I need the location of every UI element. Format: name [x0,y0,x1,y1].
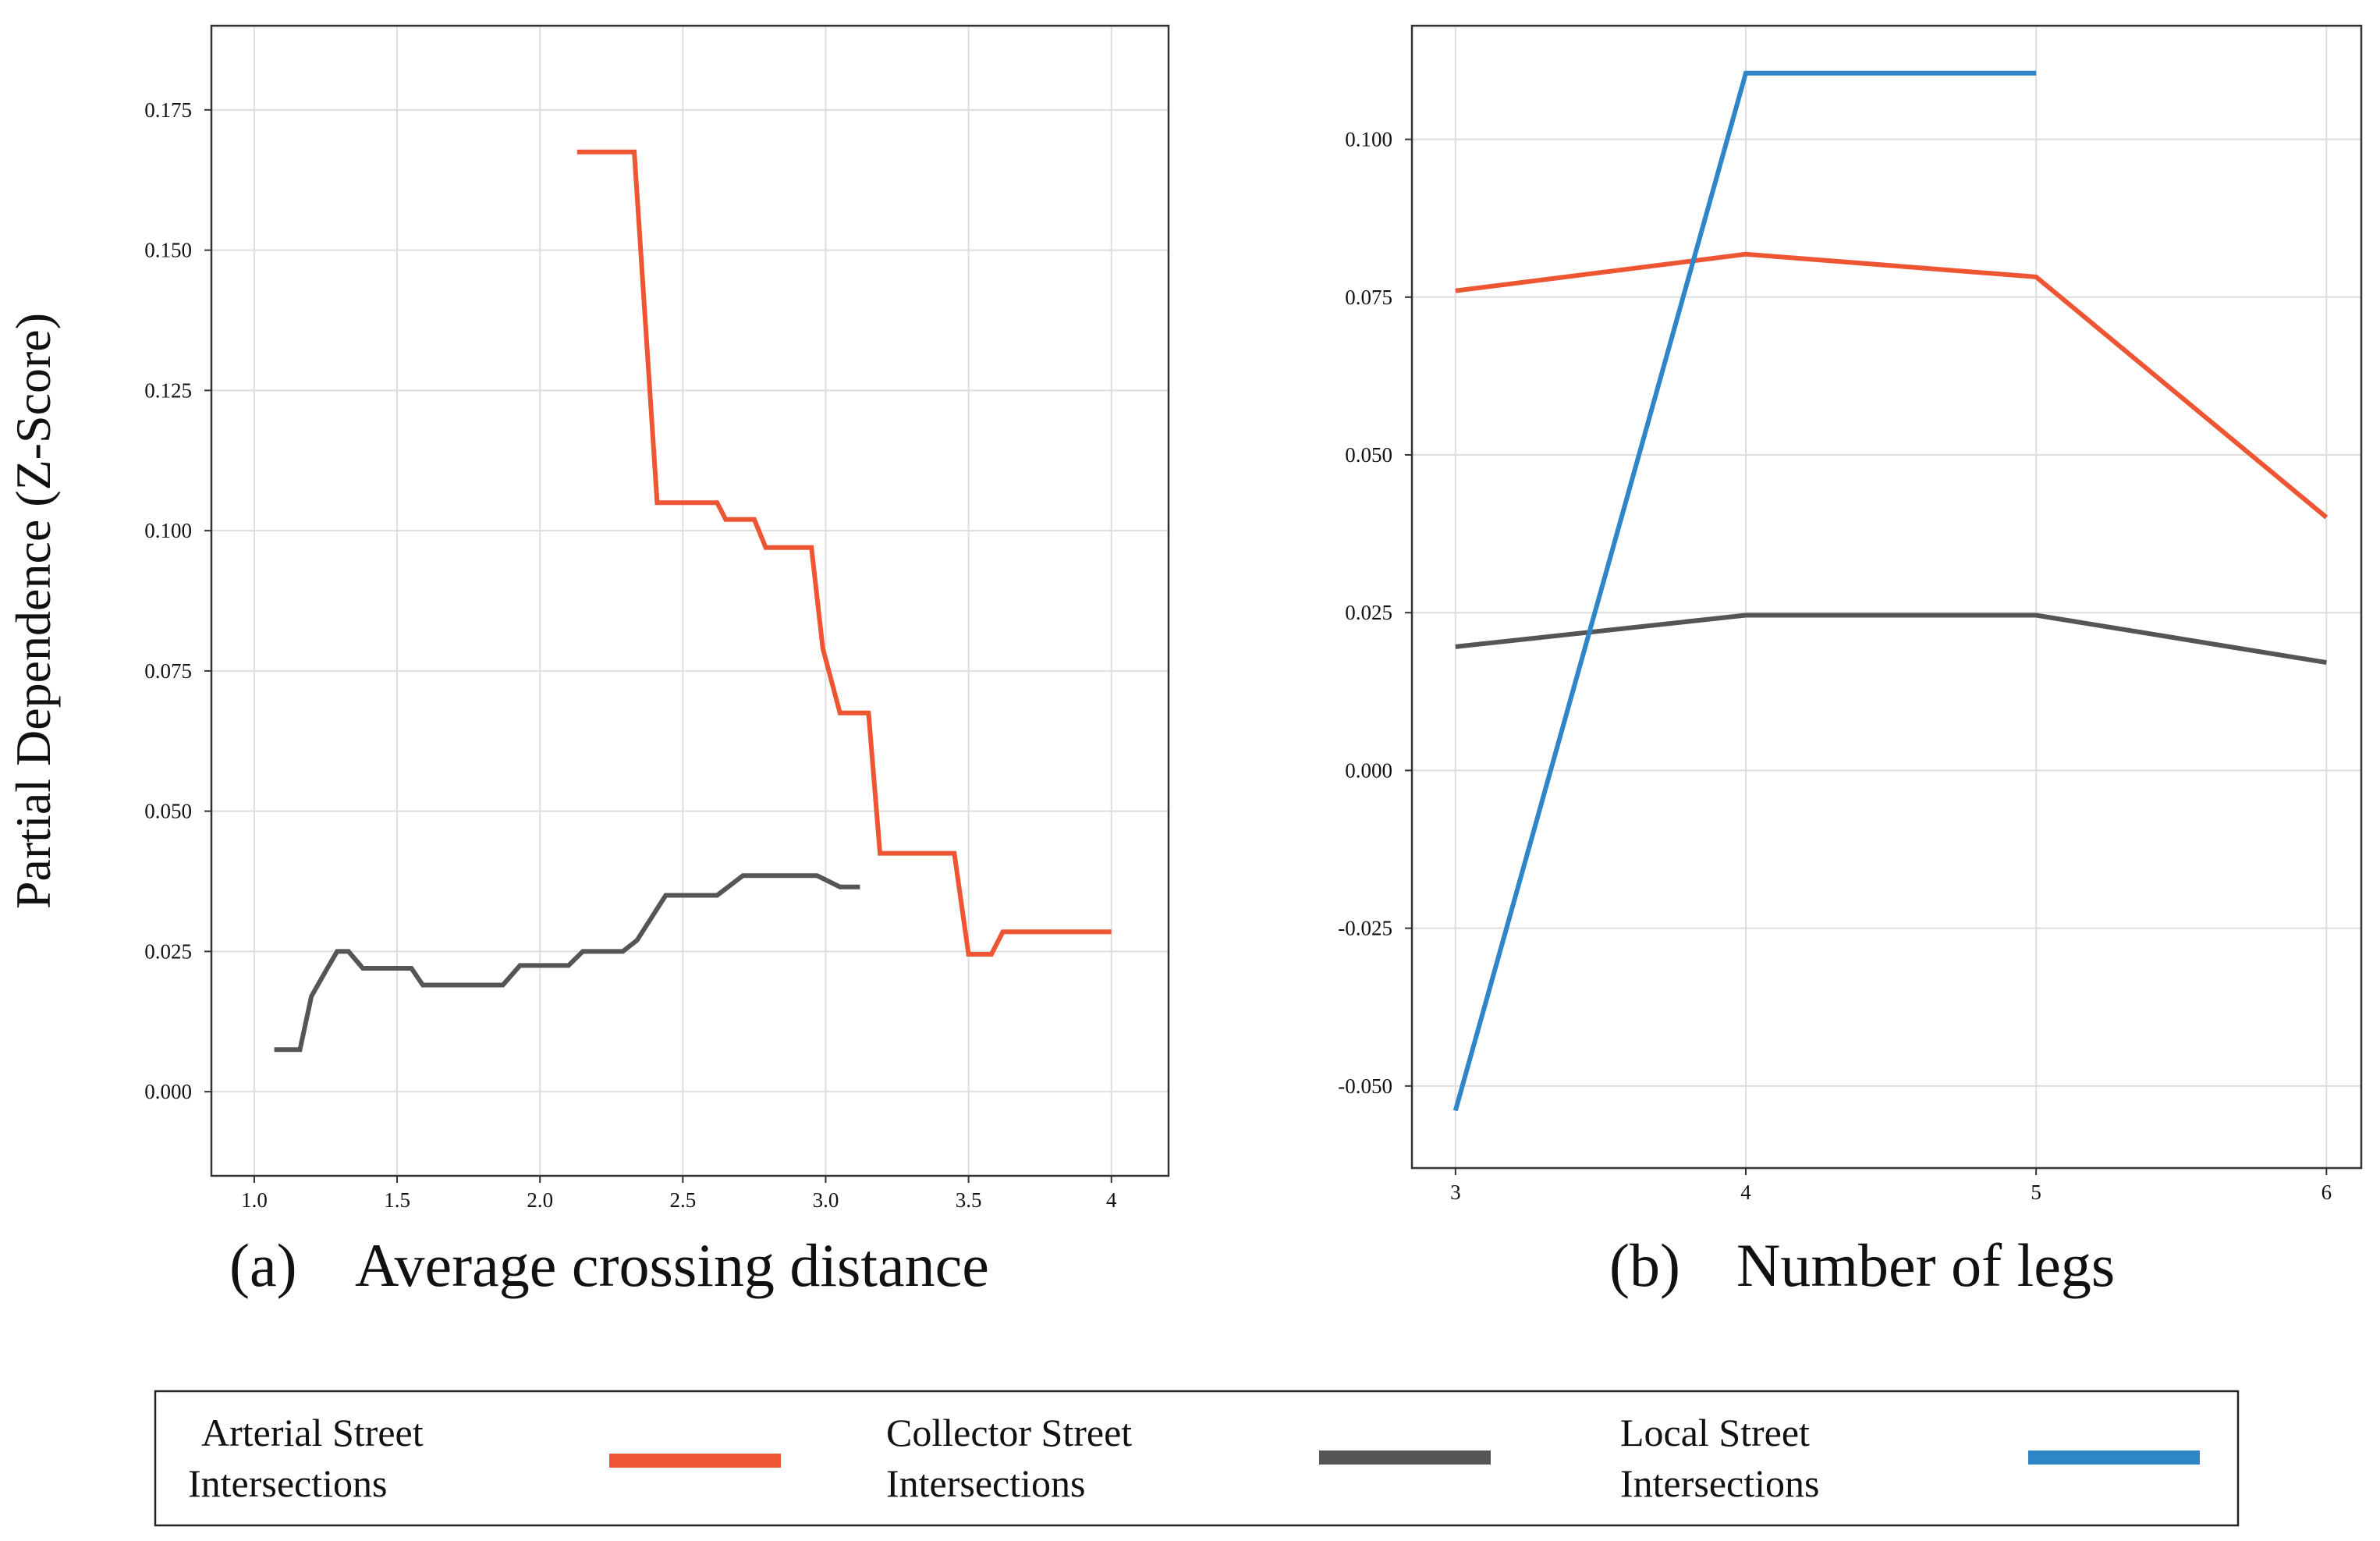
legend-label-arterial-line1: Arterial Street [201,1411,424,1454]
legend-label-local-line1: Local Street [1620,1411,1810,1454]
panel-b-x-tick-label: 6 [2321,1181,2332,1204]
panel-a-x-axis-label: Average crossing distance [355,1231,989,1299]
panel-a-y-tick-label: 0.075 [144,659,192,683]
panel-a-y-tick-label: 0.125 [144,378,192,402]
panel-b-ticks: 3 4 5 6 -0.050 -0.025 0.000 0.025 0.050 0.075 0.10… [1338,128,2332,1204]
panel-a-letter: (a) [229,1231,297,1299]
panel-a-y-tick-label: 0.050 [144,800,192,823]
legend-label-collector-line2: Intersections [886,1461,1085,1505]
panel-b-x-tick-label: 5 [2031,1181,2041,1204]
legend-label-arterial-line2: Intersections [188,1461,387,1505]
panel-a-y-tick-label: 0.175 [144,98,192,122]
panel-b-y-tick-label: 0.075 [1345,286,1392,309]
panel-a-series-collector-line [274,873,860,1053]
panel-a-x-tick-label: 3.0 [813,1188,839,1212]
panel-b-y-tick-label: 0.100 [1345,128,1392,151]
panel-b-series-collector-line [1455,612,2327,666]
panel-a-y-tick-label: 0.150 [144,239,192,262]
panel-a-grid [211,26,1169,1176]
panel-b-series-local-line [1452,70,2037,1112]
panel-b-series-arterial-line [1455,251,2329,520]
legend-label-collector-line1: Collector Street [886,1411,1132,1454]
y-axis-label: Partial Dependence (Z-Score) [5,313,61,909]
panel-b-series [1452,70,2329,1112]
legend-frame [154,1390,2240,1527]
panel-a-y-tick-label: 0.100 [144,519,192,542]
panel-b-y-tick-label: -0.050 [1338,1074,1392,1098]
legend-label-local-line2: Intersections [1620,1461,1819,1505]
panel-a-x-tick-label: 2.0 [527,1188,553,1212]
panel-a-x-tick-label: 4 [1106,1188,1117,1212]
panel-a-frame [210,24,1170,1177]
panel-a-y-tick-label: 0.025 [144,939,192,963]
panel-b-y-tick-label: 0.025 [1345,601,1392,624]
panel-a-chart: 1.0 1.5 2.0 2.5 3.0 3.5 4 0.000 0.025 0.050 0.075 0… [5,24,1170,1299]
panel-b-x-axis-label: Number of legs [1736,1231,2115,1299]
panel-b-frame [1410,24,2363,1170]
panel-b-x-tick-label: 4 [1740,1181,1751,1204]
panel-b-y-tick-label: 0.050 [1345,443,1392,467]
panel-a-x-tick-label: 1.5 [384,1188,410,1212]
panel-a-x-tick-label: 2.5 [669,1188,696,1212]
panel-a-ticks: 1.0 1.5 2.0 2.5 3.0 3.5 4 0.000 0.025 0.050 0.075 0… [144,98,1117,1212]
panel-b-chart: 3 4 5 6 -0.050 -0.025 0.000 0.025 0.050 0.075 0.10… [1338,24,2363,1299]
legend-item-collector: Collector Street Intersections [886,1411,1491,1505]
panel-a-series [274,149,1112,1053]
panel-b-letter: (b) [1609,1231,1680,1299]
legend-item-arterial: Arterial Street Intersections [188,1411,781,1505]
panel-a-x-tick-label: 3.5 [956,1188,982,1212]
panel-a-series-arterial-line [576,149,1112,957]
panel-a-y-tick-label: 0.000 [144,1080,192,1103]
panel-a-x-tick-label: 1.0 [241,1188,268,1212]
panel-b-y-tick-label: -0.025 [1338,917,1392,940]
panel-b-grid [1412,26,2361,1168]
panel-b-x-tick-label: 3 [1450,1181,1461,1204]
legend: Arterial Street Intersections Collector … [154,1390,2240,1527]
legend-item-local: Local Street Intersections [1620,1411,2200,1505]
panel-b-y-tick-label: 0.000 [1345,758,1392,782]
